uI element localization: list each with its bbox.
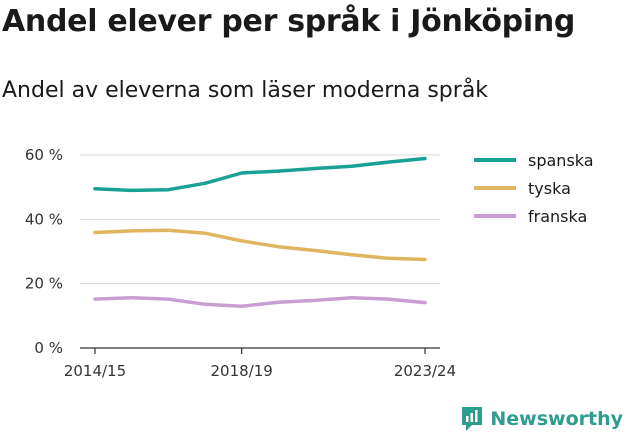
newsworthy-logo-icon [462,407,483,431]
y-tick-label: 20 % [25,275,63,293]
y-tick-label: 0 % [34,339,63,357]
legend-label-spanska: spanska [528,151,594,170]
chart-title: Andel elever per språk i Jönköping [2,4,576,39]
y-tick-label: 40 % [25,210,63,228]
chart-subtitle: Andel av eleverna som läser moderna språ… [2,78,489,103]
x-tick-label: 2018/19 [211,362,273,380]
series-line-tyska [93,228,427,262]
brand-logo: Newsworthy [460,405,623,433]
series-line-spanska [93,156,427,193]
y-tick-label: 60 % [25,146,63,164]
x-tick-label: 2014/15 [64,362,126,380]
legend-label-tyska: tyska [528,179,571,198]
x-tick-label: 2023/24 [394,362,456,380]
series-line-franska [93,296,427,308]
brand-name: Newsworthy [490,408,623,430]
legend-label-franska: franska [528,207,587,226]
